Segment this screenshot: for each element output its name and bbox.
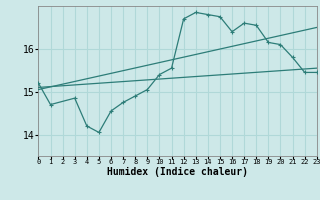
X-axis label: Humidex (Indice chaleur): Humidex (Indice chaleur)	[107, 167, 248, 177]
